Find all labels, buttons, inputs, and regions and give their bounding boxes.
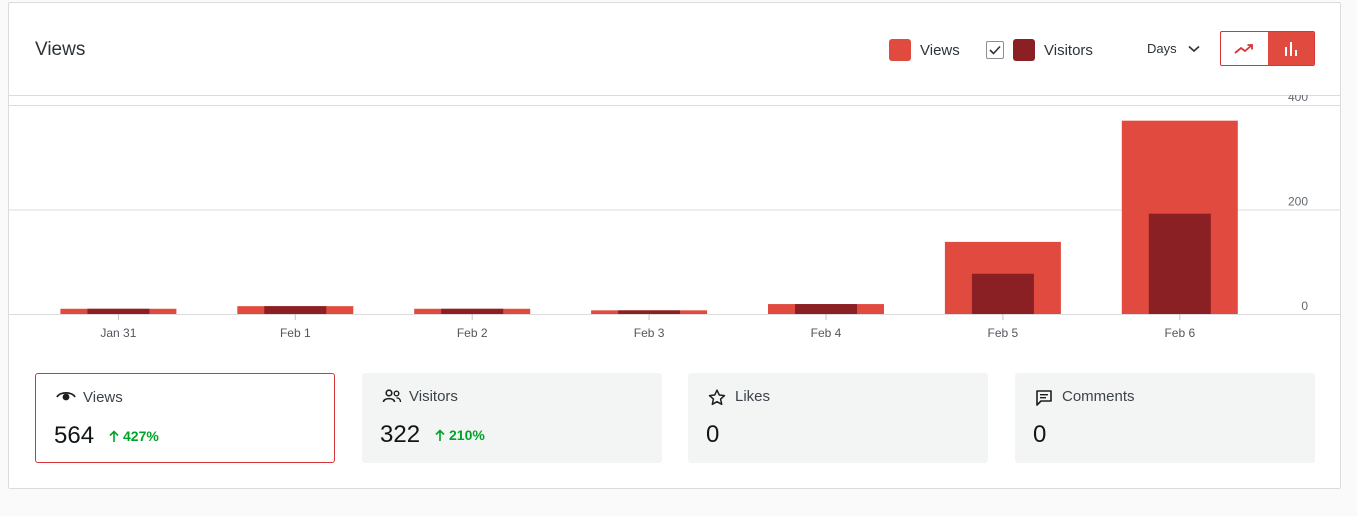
legend-visitors[interactable]: Visitors (986, 39, 1093, 61)
stat-label: Views (83, 389, 123, 406)
visitors-checkbox[interactable] (986, 41, 1004, 59)
legend-views-label: Views (920, 41, 960, 59)
stat-value: 322 (380, 421, 421, 448)
arrow-up-icon (435, 428, 445, 441)
check-icon (989, 45, 1001, 55)
comment-icon (1036, 390, 1052, 406)
stat-card-visitors[interactable]: Visitors 322 210% (362, 373, 662, 463)
bar-visitors (795, 304, 857, 314)
star-icon (708, 389, 726, 406)
visitors-swatch (1013, 39, 1035, 61)
period-label: Days (1147, 41, 1177, 56)
x-tick-label: Feb 2 (457, 326, 488, 340)
y-tick-label: 0 (1301, 299, 1308, 313)
chevron-down-icon (1188, 45, 1200, 52)
x-tick-label: Feb 6 (1164, 326, 1195, 340)
bar-visitors (1148, 213, 1211, 314)
stat-card-comments[interactable]: Comments 0 (1015, 373, 1315, 463)
people-icon (382, 389, 402, 403)
bar-visitors (264, 306, 327, 314)
bar-visitors (87, 308, 150, 314)
stat-label: Visitors (409, 388, 458, 405)
stat-change-value: 427% (123, 428, 159, 444)
y-tick-label: 400 (1288, 95, 1308, 104)
line-chart-icon (1234, 43, 1254, 54)
y-tick-label: 200 (1288, 195, 1308, 209)
stat-value: 0 (706, 421, 720, 448)
stat-card-likes[interactable]: Likes 0 (688, 373, 988, 463)
line-chart-button[interactable] (1221, 32, 1268, 65)
legend-visitors-label: Visitors (1044, 41, 1093, 59)
stat-label: Comments (1062, 388, 1135, 405)
bar-visitors (441, 308, 504, 314)
arrow-up-icon (109, 429, 119, 442)
bar-visitors (971, 273, 1034, 314)
stat-change: 427% (109, 428, 159, 444)
bar-chart-icon (1284, 41, 1297, 56)
stat-change-value: 210% (449, 427, 485, 443)
bar-chart: 0 200 400 Jan 31 Feb 1 Feb 2 Feb 3 Feb 4 Feb 5 Fe… (9, 95, 1340, 340)
x-tick-label: Feb 5 (988, 326, 1019, 340)
views-swatch (889, 39, 911, 61)
bar-visitors (618, 310, 681, 314)
chart-title: Views (35, 39, 86, 60)
eye-icon (56, 391, 76, 401)
stat-change: 210% (435, 427, 485, 443)
stat-value: 0 (1033, 421, 1047, 448)
stat-label: Likes (735, 388, 771, 405)
views-chart-card: Views Views Visitors Days (8, 2, 1341, 489)
legend-views: Views (889, 39, 960, 61)
stat-card-views[interactable]: Views 564 427% (35, 373, 335, 463)
x-tick-label: Feb 1 (280, 326, 311, 340)
x-tick-label: Feb 3 (634, 326, 665, 340)
bar-chart-button[interactable] (1267, 32, 1314, 65)
chart-type-toggle (1220, 31, 1315, 66)
x-tick-label: Feb 4 (811, 326, 842, 340)
period-select[interactable]: Days (1147, 41, 1200, 56)
stat-value: 564 (54, 422, 95, 449)
x-tick-label: Jan 31 (100, 326, 136, 340)
